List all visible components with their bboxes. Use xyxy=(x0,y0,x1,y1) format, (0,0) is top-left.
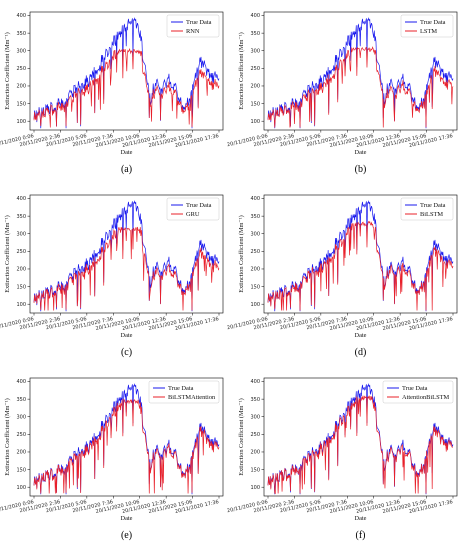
y-tick-label: 100 xyxy=(16,485,26,491)
y-tick-label: 300 xyxy=(16,414,26,420)
x-axis-label: Date xyxy=(355,332,367,339)
y-tick-label: 400 xyxy=(250,379,260,385)
y-tick-label: 250 xyxy=(250,66,260,72)
y-tick-label: 350 xyxy=(250,31,260,37)
series-line-prediction xyxy=(33,47,220,128)
y-tick-label: 400 xyxy=(16,13,26,19)
series-line-true-data xyxy=(33,17,220,129)
legend-box xyxy=(148,380,220,404)
plot-frame xyxy=(263,377,458,497)
x-axis-label: Date xyxy=(355,515,367,522)
x-axis-label: Date xyxy=(121,332,133,339)
y-tick-label: 400 xyxy=(16,379,26,385)
y-tick-label: 300 xyxy=(16,231,26,237)
y-tick-label: 100 xyxy=(250,485,260,491)
panel-caption: (d) xyxy=(355,347,367,358)
series-line-prediction xyxy=(33,226,220,311)
y-axis-label: Extinction Coefficient (Mm⁻¹) xyxy=(238,215,245,293)
y-tick-label: 400 xyxy=(250,13,260,19)
x-axis-label: Date xyxy=(355,149,367,156)
y-tick-label: 400 xyxy=(16,196,26,202)
y-tick-label: 250 xyxy=(250,249,260,255)
y-tick-label: 200 xyxy=(16,450,26,456)
series-line-prediction xyxy=(267,220,454,311)
y-axis-label: Extinction Coefficient (Mm⁻¹) xyxy=(4,398,11,476)
panel-caption: (a) xyxy=(121,164,132,175)
legend-label-true: True Data xyxy=(420,202,446,209)
y-tick-label: 200 xyxy=(250,267,260,273)
legend-label-prediction: GRU xyxy=(186,211,200,218)
y-tick-label: 200 xyxy=(250,450,260,456)
panel-caption: (b) xyxy=(355,164,367,175)
y-tick-label: 350 xyxy=(16,214,26,220)
legend-box xyxy=(382,380,454,404)
legend-label-true: True Data xyxy=(168,385,194,392)
y-tick-label: 250 xyxy=(16,66,26,72)
x-axis-label: Date xyxy=(121,149,133,156)
panel-caption: (f) xyxy=(356,530,366,541)
y-tick-label: 350 xyxy=(250,214,260,220)
y-tick-label: 150 xyxy=(250,467,260,473)
y-axis-label: Extinction Coefficient (Mm⁻¹) xyxy=(4,215,11,293)
legend-label-true: True Data xyxy=(420,19,446,26)
plot-frame xyxy=(29,11,224,131)
plot-frame xyxy=(29,377,224,497)
plot-frame xyxy=(263,11,458,131)
y-tick-label: 300 xyxy=(250,414,260,420)
y-axis-label: Extinction Coefficient (Mm⁻¹) xyxy=(4,32,11,110)
y-tick-label: 200 xyxy=(16,267,26,273)
y-tick-label: 200 xyxy=(16,84,26,90)
y-tick-label: 150 xyxy=(250,101,260,107)
y-tick-label: 100 xyxy=(250,302,260,308)
plot-frame xyxy=(263,194,458,314)
y-tick-label: 200 xyxy=(250,84,260,90)
y-tick-label: 250 xyxy=(250,432,260,438)
y-tick-label: 150 xyxy=(16,101,26,107)
y-tick-label: 100 xyxy=(16,119,26,125)
legend-label-prediction: RNN xyxy=(186,28,200,35)
legend-label-prediction: AttentionBiLSTM xyxy=(402,394,450,401)
y-tick-label: 350 xyxy=(250,397,260,403)
x-axis-label: Date xyxy=(121,515,133,522)
y-tick-label: 350 xyxy=(16,397,26,403)
y-tick-label: 150 xyxy=(250,284,260,290)
y-tick-label: 100 xyxy=(250,119,260,125)
y-tick-label: 250 xyxy=(16,249,26,255)
series-line-prediction xyxy=(267,46,454,128)
series-line-prediction xyxy=(33,398,220,494)
y-tick-label: 150 xyxy=(16,467,26,473)
panel-caption: (c) xyxy=(121,347,132,358)
y-tick-label: 400 xyxy=(250,196,260,202)
series-line-prediction xyxy=(267,395,454,495)
y-tick-label: 300 xyxy=(16,48,26,54)
y-tick-label: 300 xyxy=(250,231,260,237)
legend-label-true: True Data xyxy=(186,19,212,26)
y-tick-label: 350 xyxy=(16,31,26,37)
legend-label-true: True Data xyxy=(186,202,212,209)
y-axis-label: Extinction Coefficient (Mm⁻¹) xyxy=(238,32,245,110)
y-axis-label: Extinction Coefficient (Mm⁻¹) xyxy=(238,398,245,476)
legend-label-prediction: BiLSTMAttention xyxy=(168,394,216,401)
plot-frame xyxy=(29,194,224,314)
legend-label-prediction: LSTM xyxy=(420,28,437,35)
y-tick-label: 150 xyxy=(16,284,26,290)
panel-caption: (e) xyxy=(121,530,132,541)
legend-label-prediction: BiLSTM xyxy=(420,211,443,218)
y-tick-label: 300 xyxy=(250,48,260,54)
legend-label-true: True Data xyxy=(402,385,428,392)
y-tick-label: 250 xyxy=(16,432,26,438)
y-tick-label: 100 xyxy=(16,302,26,308)
